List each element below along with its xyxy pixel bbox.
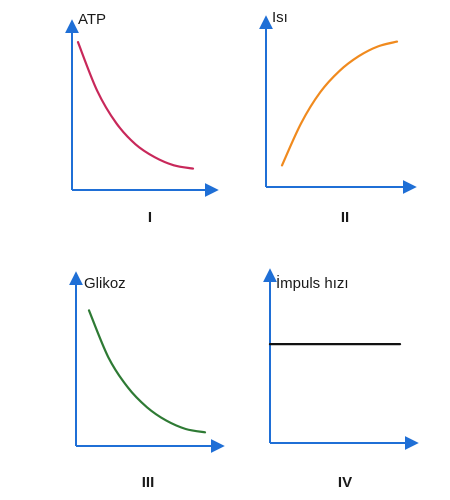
chart-2-y-axis-label: Isı: [272, 9, 288, 26]
chart-3-panel-label: III: [142, 474, 155, 491]
chart-1-y-axis-label: ATP: [78, 11, 106, 28]
chart-panel-3: Glikoz III: [69, 271, 225, 491]
chart-4-panel-label: IV: [338, 474, 352, 491]
chart-4-y-axis-label: İmpuls hızı: [276, 274, 349, 292]
chart-panel-4: İmpuls hızı IV: [263, 268, 419, 491]
chart-panel-1: ATP I: [65, 11, 219, 226]
chart-2-panel-label: II: [341, 209, 349, 226]
chart-2-series-line: [280, 40, 399, 167]
chart-panel-2: Isı II: [259, 9, 417, 226]
chart-1-series-line: [76, 41, 195, 170]
chart-1-panel-label: I: [148, 209, 152, 226]
chart-3-y-axis-label: Glikoz: [84, 275, 126, 292]
chart-3-series-line: [87, 309, 207, 434]
